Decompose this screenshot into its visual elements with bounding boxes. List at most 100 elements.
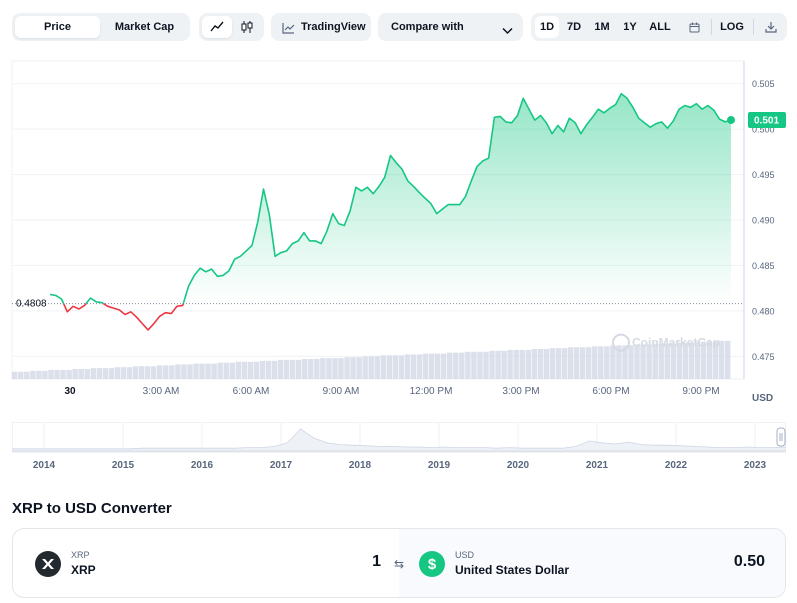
volume-bar	[670, 343, 677, 379]
volume-bar	[489, 350, 495, 379]
volume-bar	[507, 349, 513, 379]
volume-bar	[428, 353, 435, 379]
volume-bar	[634, 344, 640, 379]
y-tick-label: 0.490	[752, 216, 775, 226]
volume-bar	[646, 344, 652, 379]
volume-bar	[187, 364, 193, 379]
volume-bar	[688, 342, 695, 379]
navigator-year-label: 2017	[270, 460, 293, 471]
y-tick-label: 0.495	[752, 170, 775, 180]
volume-bar	[150, 366, 157, 379]
volume-bar	[585, 347, 592, 379]
log-toggle[interactable]: LOG	[720, 21, 744, 33]
x-tick-label: 6:00 AM	[233, 386, 270, 397]
download-icon[interactable]	[759, 16, 783, 38]
range-1d-button[interactable]: 1D	[535, 16, 559, 38]
y-tick-label: 0.505	[752, 79, 775, 89]
volume-bar	[326, 358, 332, 379]
range-7d-button[interactable]: 7D	[566, 21, 582, 33]
candlestick-icon[interactable]	[232, 16, 262, 38]
volume-bar	[434, 353, 441, 379]
navigator-year-label: 2016	[191, 460, 214, 471]
volume-bar	[561, 348, 568, 379]
volume-bar	[694, 341, 701, 379]
divider	[711, 19, 712, 35]
line-chart-icon[interactable]	[202, 16, 232, 38]
volume-bar	[616, 345, 622, 379]
navigator-year-labels: 2014 2015 2016 2017 2018 2019 2020 2021 2022 2023	[33, 460, 767, 471]
volume-bar	[235, 361, 241, 379]
tradingview-button[interactable]: TradingView	[271, 13, 371, 41]
swap-icon[interactable]: ⇆	[393, 557, 405, 571]
volume-bar	[295, 359, 302, 379]
view-toggle: Price Market Cap	[12, 13, 190, 41]
volume-bar	[652, 343, 658, 379]
watermark-circle	[612, 333, 630, 352]
current-price-label: 0.501	[754, 116, 779, 127]
volume-bar	[628, 345, 634, 379]
market-cap-tab[interactable]: Market Cap	[114, 21, 175, 33]
volume-bar	[471, 351, 477, 379]
volume-bar	[96, 368, 103, 379]
range-1y-button[interactable]: 1Y	[623, 21, 637, 33]
volume-bar	[265, 360, 272, 379]
price-chart[interactable]: CoinMarketCap 0.505 0.500 0.495 0.490 0.485 0…	[0, 48, 797, 408]
calendar-icon[interactable]	[684, 16, 704, 38]
range-group: 1D 7D 1M 1Y ALL LOG	[531, 13, 787, 41]
navigator-year-label: 2020	[507, 460, 530, 471]
volume-bar	[573, 347, 580, 379]
volume-bar	[241, 361, 248, 379]
volume-bar	[356, 357, 362, 379]
volume-bar	[453, 352, 459, 379]
volume-bar	[102, 368, 109, 379]
from-amount-input[interactable]: 1	[372, 553, 381, 570]
volume-bar	[24, 371, 30, 379]
volume-bar	[283, 359, 290, 379]
volume-bar	[332, 358, 338, 379]
x-tick-label: 9:00 AM	[323, 386, 360, 397]
navigator-handle-grip[interactable]	[776, 427, 786, 447]
volume-bar	[36, 370, 42, 379]
volume-bar	[398, 355, 405, 379]
x-tick-label: 3:00 PM	[502, 386, 539, 397]
volume-bar	[277, 359, 284, 379]
volume-bar	[700, 341, 707, 379]
range-all-button[interactable]: ALL	[649, 21, 671, 33]
volume-bar	[706, 341, 713, 379]
y-tick-label: 0.480	[752, 306, 775, 316]
volume-bar	[157, 365, 163, 379]
volume-bar	[392, 355, 399, 379]
volume-bar	[205, 363, 211, 379]
volume-bar	[712, 341, 719, 379]
volume-bar	[66, 369, 72, 379]
navigator-handle[interactable]	[776, 427, 786, 447]
range-1m-button[interactable]: 1M	[594, 21, 610, 33]
chart-style-toggle	[199, 13, 264, 41]
volume-bar	[640, 344, 646, 379]
volume-bar	[495, 350, 501, 379]
volume-bar	[501, 350, 507, 379]
volume-bar	[525, 349, 532, 379]
volume-bar	[440, 353, 447, 379]
to-amount-input[interactable]: 0.50	[733, 553, 765, 570]
price-line-below-open	[62, 302, 185, 331]
volume-bar	[483, 351, 489, 379]
volume-bar	[664, 343, 670, 379]
volume-bar	[126, 367, 133, 379]
volume-bar	[567, 347, 574, 379]
volume-bar	[459, 352, 465, 379]
range-navigator[interactable]: 2014 2015 2016 2017 2018 2019 2020 2021 2022 2023	[11, 421, 787, 474]
navigator-year-label: 2022	[665, 460, 688, 471]
volume-bar	[513, 349, 519, 379]
current-price-dot	[727, 116, 735, 125]
compare-dropdown[interactable]: Compare with	[378, 13, 523, 41]
xrp-logo-icon	[35, 551, 61, 577]
volume-bar	[622, 345, 628, 379]
volume-bar	[54, 369, 60, 379]
volume-bar	[682, 342, 689, 379]
price-tab[interactable]: Price	[15, 16, 100, 38]
volume-bar	[132, 366, 139, 379]
volume-bar	[543, 349, 550, 379]
volume-bar	[344, 357, 350, 379]
volume-bar	[531, 349, 538, 379]
